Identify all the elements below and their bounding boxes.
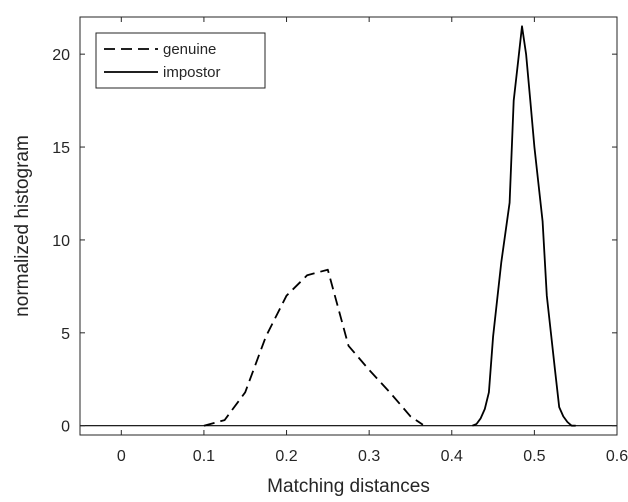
x-tick-label: 0.5 — [523, 448, 545, 465]
y-axis-title: normalized histogram — [12, 135, 33, 317]
x-tick-label: 0.6 — [606, 448, 628, 465]
x-tick-label: 0.4 — [441, 448, 463, 465]
x-tick-label: 0.3 — [358, 448, 380, 465]
x-axis-title: Matching distances — [267, 476, 430, 497]
legend-label-genuine: genuine — [163, 41, 216, 58]
y-tick-label: 10 — [52, 233, 70, 250]
y-tick-label: 15 — [52, 140, 70, 157]
series-line-impostor — [472, 26, 575, 425]
x-tick-label: 0.1 — [193, 448, 215, 465]
y-axis-ticks: 0 5 10 15 20 — [52, 47, 617, 436]
series-line-genuine — [204, 270, 423, 426]
y-tick-label: 20 — [52, 47, 70, 64]
legend-label-impostor: impostor — [163, 64, 221, 81]
legend: genuine impostor — [96, 33, 265, 88]
y-tick-label: 5 — [61, 326, 70, 343]
y-tick-label: 0 — [61, 419, 70, 436]
x-tick-label: 0.2 — [275, 448, 297, 465]
x-tick-label: 0 — [117, 448, 126, 465]
